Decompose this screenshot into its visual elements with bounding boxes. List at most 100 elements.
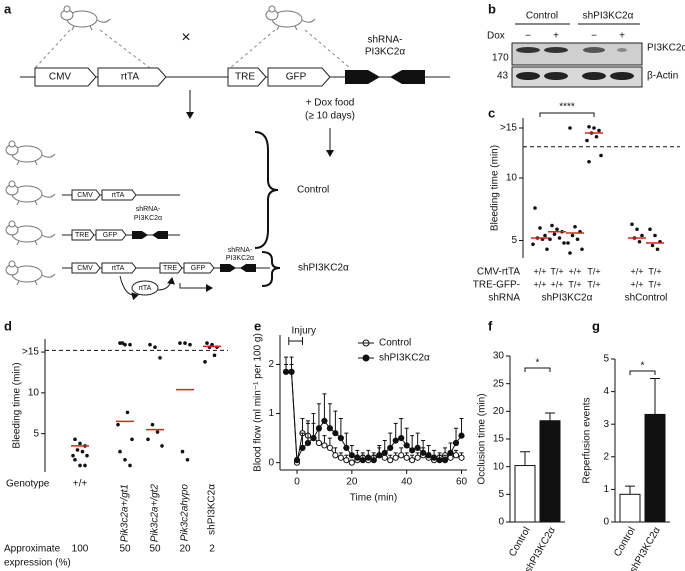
- data-point: [441, 457, 449, 464]
- data-point: [123, 457, 127, 462]
- y-tick-label: 10: [493, 461, 505, 472]
- bar: [514, 465, 536, 523]
- data-point: [85, 453, 89, 458]
- error-bar: [625, 485, 635, 495]
- error-bar: [333, 410, 338, 434]
- data-point: [430, 454, 438, 461]
- construct-label: rtTA: [121, 72, 139, 83]
- data-point: [458, 432, 465, 439]
- genotype: +/+: [630, 266, 643, 276]
- data-point: [557, 236, 562, 240]
- data-point: [562, 241, 566, 245]
- data-point: [594, 134, 599, 139]
- data-point: [548, 237, 552, 242]
- construct-label: TRE: [235, 72, 255, 83]
- data-point: [533, 206, 537, 210]
- significance-bracket: [524, 367, 551, 372]
- y-tick-label: 4: [603, 386, 609, 397]
- y-tick-label: >15: [500, 123, 517, 134]
- construct-label: TRE: [163, 265, 177, 272]
- data-point: [343, 444, 350, 452]
- construct-label: GFP: [191, 265, 206, 272]
- data-point: [637, 239, 642, 244]
- data-point: [414, 444, 421, 452]
- construct-label: TRE: [75, 232, 89, 239]
- data-point: [128, 463, 132, 468]
- data-point: [630, 222, 634, 227]
- group-label: Control: [297, 185, 329, 196]
- dox-state: +: [619, 31, 625, 42]
- data-point: [332, 430, 339, 437]
- data-point: [155, 430, 160, 434]
- x-tick-label: Control: [507, 525, 533, 558]
- panel-label: e: [254, 318, 261, 333]
- data-point: [73, 457, 77, 462]
- injury-bracket: [288, 337, 303, 345]
- error-bar: [311, 413, 316, 439]
- shrna-label: PI3KC2α: [134, 215, 162, 222]
- data-point: [387, 457, 394, 464]
- data-point: [436, 457, 443, 464]
- data-point: [425, 452, 432, 459]
- y-tick-label: 15: [493, 434, 505, 445]
- data-point: [153, 345, 157, 349]
- data-point: [585, 138, 589, 143]
- data-point: [343, 457, 350, 464]
- data-point: [326, 425, 334, 432]
- x-axis-label: Genotype: [6, 479, 50, 490]
- data-point: [293, 457, 301, 464]
- significance: ****: [559, 102, 575, 113]
- data-point: [568, 251, 572, 255]
- shrna-group: shControl: [625, 293, 668, 304]
- data-point: [531, 242, 535, 247]
- mw-marker: 170: [492, 53, 509, 64]
- data-point: [447, 449, 454, 456]
- bar: [539, 420, 561, 523]
- panel-a-diagram: CMV rtTA × TRE GFP shRNA- PI3KC2α + Dox …: [5, 5, 450, 301]
- data-point: [580, 247, 584, 252]
- y-tick-label: 10: [506, 173, 518, 184]
- x-tick-label: Pik3c2ahypo: [180, 484, 191, 542]
- data-point: [568, 126, 572, 130]
- data-point: [315, 425, 323, 432]
- data-point: [387, 444, 394, 452]
- data-point: [203, 360, 207, 364]
- data-point: [640, 233, 644, 238]
- dox-state: +: [553, 31, 559, 42]
- x-tick-label: 60: [456, 477, 468, 488]
- data-point: [414, 454, 421, 461]
- data-point: [348, 452, 355, 459]
- data-point: [116, 422, 120, 427]
- data-point: [332, 452, 339, 459]
- x-tick-label: shPI3KC2α: [207, 484, 218, 535]
- data-point: [597, 128, 601, 133]
- data-point: [78, 463, 82, 468]
- panel-label: g: [592, 318, 600, 333]
- data-point: [573, 224, 577, 229]
- x-tick-label: Control: [612, 525, 638, 558]
- panel-b-blot: Control shPI3KC2α Dox − + − + 170 43 PI3…: [487, 11, 685, 88]
- data-point: [354, 454, 361, 461]
- data-point: [409, 447, 416, 454]
- treatment: (≥ 10 days): [305, 111, 355, 122]
- genotype: +/+: [533, 279, 546, 289]
- error-bar: [305, 422, 310, 443]
- construct-label: rtTA: [112, 265, 125, 272]
- data-point: [75, 448, 80, 452]
- data-point: [337, 454, 344, 461]
- data-point: [566, 241, 570, 245]
- significance: *: [641, 361, 645, 372]
- y-tick-label: 2: [603, 451, 609, 462]
- shrna-group: shPI3KC2α: [542, 293, 593, 304]
- y-axis-label: Blood flow (ml min⁻¹ per 100 g): [253, 333, 264, 472]
- footer-value: 2: [209, 544, 215, 555]
- y-axis-label: Bleeding time (min): [12, 362, 23, 448]
- data-point: [650, 243, 655, 248]
- data-point: [635, 227, 639, 232]
- error-bar: [338, 417, 343, 439]
- data-point: [128, 342, 132, 347]
- data-point: [587, 124, 591, 129]
- y-tick-label: 0: [498, 517, 504, 528]
- y-tick-label: 5: [603, 354, 609, 365]
